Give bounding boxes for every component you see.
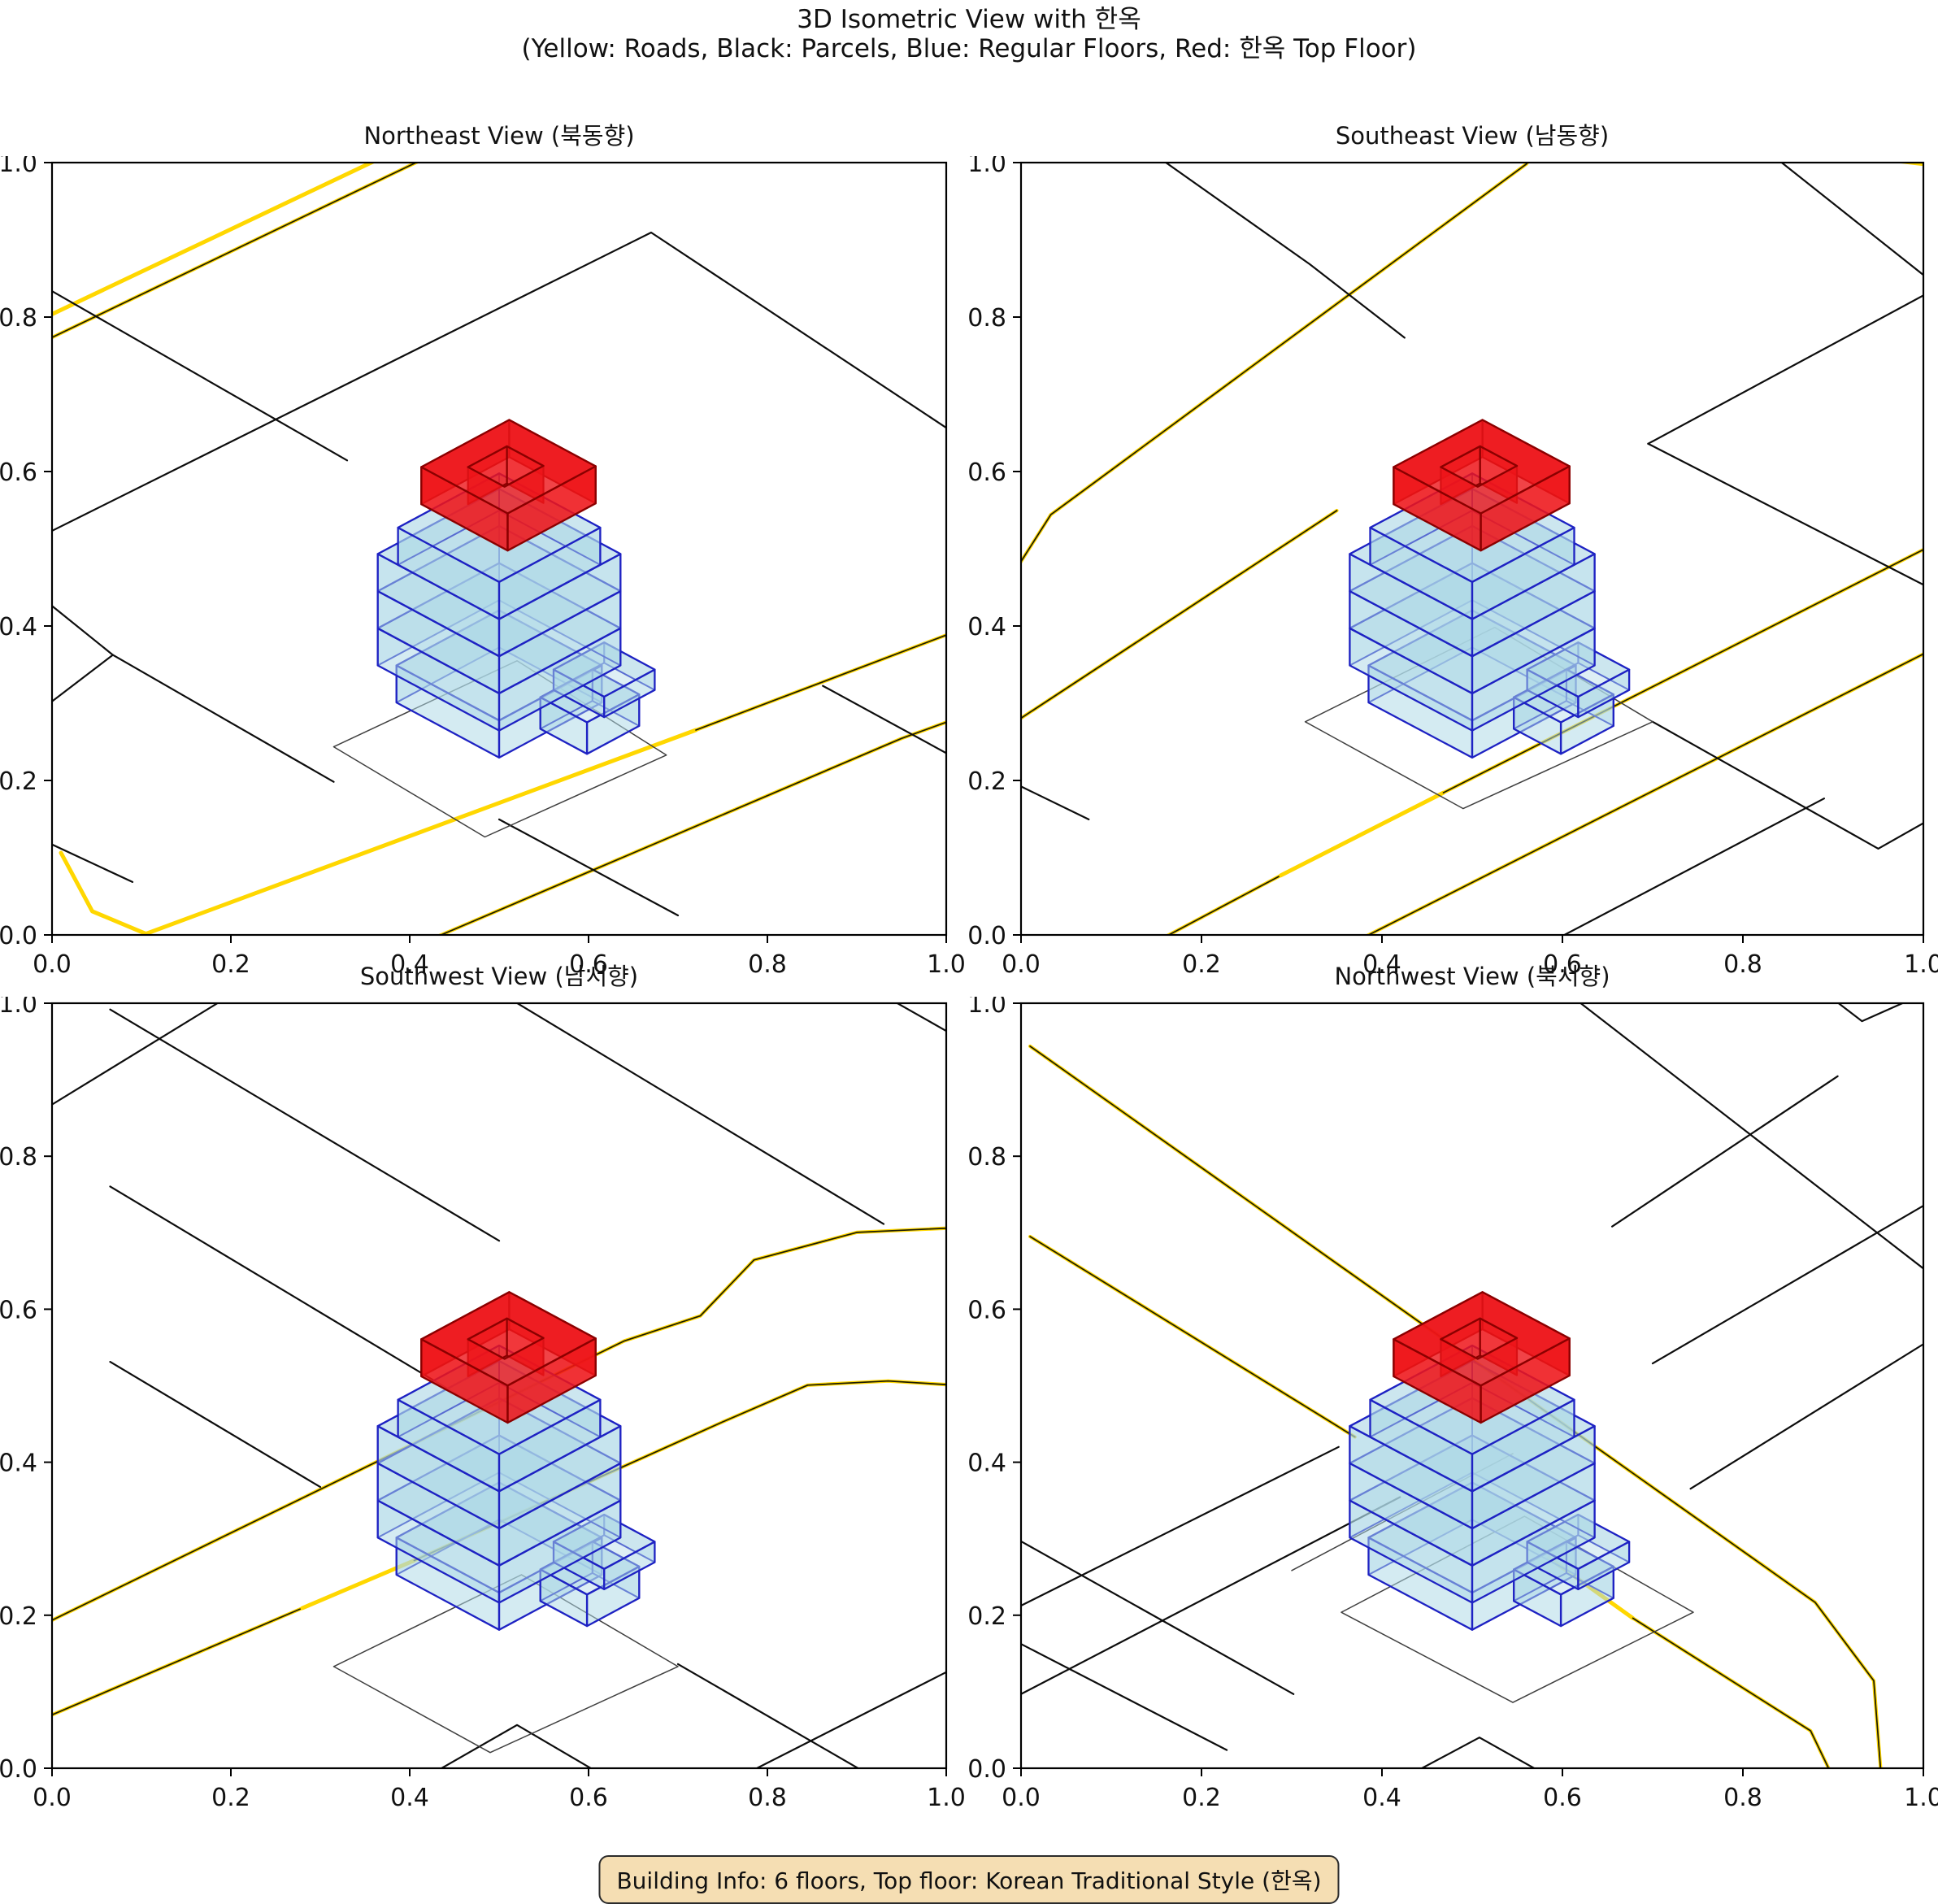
tick-labels: 0.00.0 0.2 0.2 0.4 0.4 0.6 0.6 0.8 0.8 1.0 1.0 [0, 156, 966, 979]
subplot-northwest: Northwest View (북서향) 0.0 0.0 0.2 0.2 0.4 0.4 0… [964, 953, 1938, 1904]
x-tick-label: 0.8 [748, 950, 787, 979]
y-tick-label: 0.6 [0, 459, 37, 487]
y-tick-label: 0.4 [0, 1450, 37, 1478]
y-tick-label: 0.6 [0, 1296, 37, 1324]
x-tick-label: 1.0 [927, 1784, 966, 1812]
subplot-northwest-canvas: 0.00.0 0.2 0.2 0.4 0.4 0.6 0.6 0.8 0.8 1.0 1.0 [967, 997, 1938, 1812]
axes-frame [1019, 161, 1925, 937]
figure-subtitle: (Yellow: Roads, Black: Parcels, Blue: Re… [521, 34, 1417, 63]
subplot-northwest-title: Northwest View (북서향) [1334, 963, 1610, 990]
tick-labels: 0.00.0 0.2 0.2 0.4 0.4 0.6 0.6 0.8 0.8 1.0 1.0 [967, 997, 1938, 1812]
x-tick-label: 0.2 [211, 1784, 250, 1812]
subplot-southeast: Southeast View (남동향) 0.0 0.0 0.2 0.2 0.4 0.4 0… [964, 112, 1938, 1063]
x-tick-label: 0.2 [1182, 950, 1221, 979]
y-tick-label: 0.8 [0, 1143, 37, 1172]
building-layer [1349, 419, 1631, 759]
map-layer [52, 163, 946, 935]
subplot-southwest-canvas: 0.00.0 0.2 0.2 0.4 0.4 0.6 0.6 0.8 0.8 1.0 1.0 [0, 997, 966, 1812]
x-tick-label: 1.0 [1904, 1784, 1938, 1812]
map-layer [1021, 163, 1923, 935]
tick-labels: 0.00.0 0.2 0.2 0.4 0.4 0.6 0.6 0.8 0.8 1.0 1.0 [967, 156, 1938, 979]
x-tick-label: 0.6 [569, 950, 608, 979]
x-tick-label: 1.0 [927, 950, 966, 979]
x-tick-label: 0.6 [569, 1784, 608, 1812]
x-tick-label: 0.8 [748, 1784, 787, 1812]
axes-frame [50, 1002, 948, 1770]
y-tick-label: 0.4 [967, 613, 1006, 641]
y-tick-label: 1.0 [967, 156, 1006, 178]
x-tick-label: 0.0 [1002, 950, 1041, 979]
x-tick-label: 0.0 [33, 1784, 72, 1812]
y-tick-label: 0.0 [967, 922, 1006, 950]
x-tick-label: 0.2 [211, 950, 250, 979]
y-tick-label: 1.0 [0, 997, 37, 1019]
x-tick-label: 0.6 [1543, 1784, 1582, 1812]
y-tick-label: 1.0 [967, 997, 1006, 1019]
y-tick-label: 0.0 [0, 922, 37, 950]
y-tick-label: 0.8 [967, 1143, 1006, 1172]
y-tick-label: 0.4 [0, 613, 37, 641]
subplot-northeast: Northeast View (북동향) 0.0 0.0 0.2 0.2 0.4 0.4 0… [0, 112, 1011, 1063]
x-tick-label: 0.8 [1723, 1784, 1762, 1812]
building-layer [376, 419, 656, 759]
y-tick-label: 0.2 [0, 1602, 37, 1631]
subplot-southwest: Southwest View (남서향) 0.0 0.0 0.2 0.2 0.4 0.4 0… [0, 953, 1011, 1904]
x-tick-label: 0.0 [33, 950, 72, 979]
y-tick-label: 0.4 [967, 1450, 1006, 1478]
x-tick-label: 0.4 [390, 1784, 429, 1812]
axes-frame [50, 161, 948, 937]
x-tick-label: 0.6 [1543, 950, 1582, 979]
x-tick-label: 1.0 [1904, 950, 1938, 979]
building-layer [1349, 1291, 1631, 1631]
x-tick-label: 0.4 [1362, 1784, 1401, 1812]
axes-frame [1019, 1002, 1925, 1770]
y-tick-label: 0.2 [0, 767, 37, 796]
y-tick-label: 0.2 [967, 1602, 1006, 1631]
subplot-southwest-title: Southwest View (남서향) [359, 963, 639, 990]
y-tick-label: 0.0 [0, 1755, 37, 1784]
subplot-southeast-title: Southeast View (남동향) [1335, 122, 1610, 150]
x-tick-label: 0.4 [390, 950, 429, 979]
map-layer [1021, 1003, 1923, 1768]
map-layer [52, 1003, 946, 1768]
x-tick-label: 0.4 [1362, 950, 1401, 979]
y-tick-label: 0.6 [967, 459, 1006, 487]
y-tick-label: 0.8 [967, 304, 1006, 333]
x-tick-label: 0.0 [1002, 1784, 1041, 1812]
building-info-text: Building Info: 6 floors, Top floor: Kore… [616, 1867, 1322, 1894]
tick-labels: 0.00.0 0.2 0.2 0.4 0.4 0.6 0.6 0.8 0.8 1.0 1.0 [0, 997, 966, 1812]
building-info-box: Building Info: 6 floors, Top floor: Kore… [598, 1855, 1340, 1904]
subplot-northeast-canvas: 0.00.0 0.2 0.2 0.4 0.4 0.6 0.6 0.8 0.8 1.0 1.0 [0, 156, 966, 979]
y-tick-label: 0.2 [967, 767, 1006, 796]
x-tick-label: 0.2 [1182, 1784, 1221, 1812]
y-tick-label: 1.0 [0, 156, 37, 178]
figure-title: 3D Isometric View with 한옥 [797, 5, 1141, 34]
x-tick-label: 0.8 [1723, 950, 1762, 979]
subplot-southeast-canvas: 0.00.0 0.2 0.2 0.4 0.4 0.6 0.6 0.8 0.8 1.0 1.0 [967, 156, 1938, 979]
building-layer [376, 1291, 656, 1631]
y-tick-label: 0.6 [967, 1296, 1006, 1324]
y-tick-label: 0.0 [967, 1755, 1006, 1784]
y-tick-label: 0.8 [0, 304, 37, 333]
subplot-northeast-title: Northeast View (북동향) [363, 122, 635, 150]
